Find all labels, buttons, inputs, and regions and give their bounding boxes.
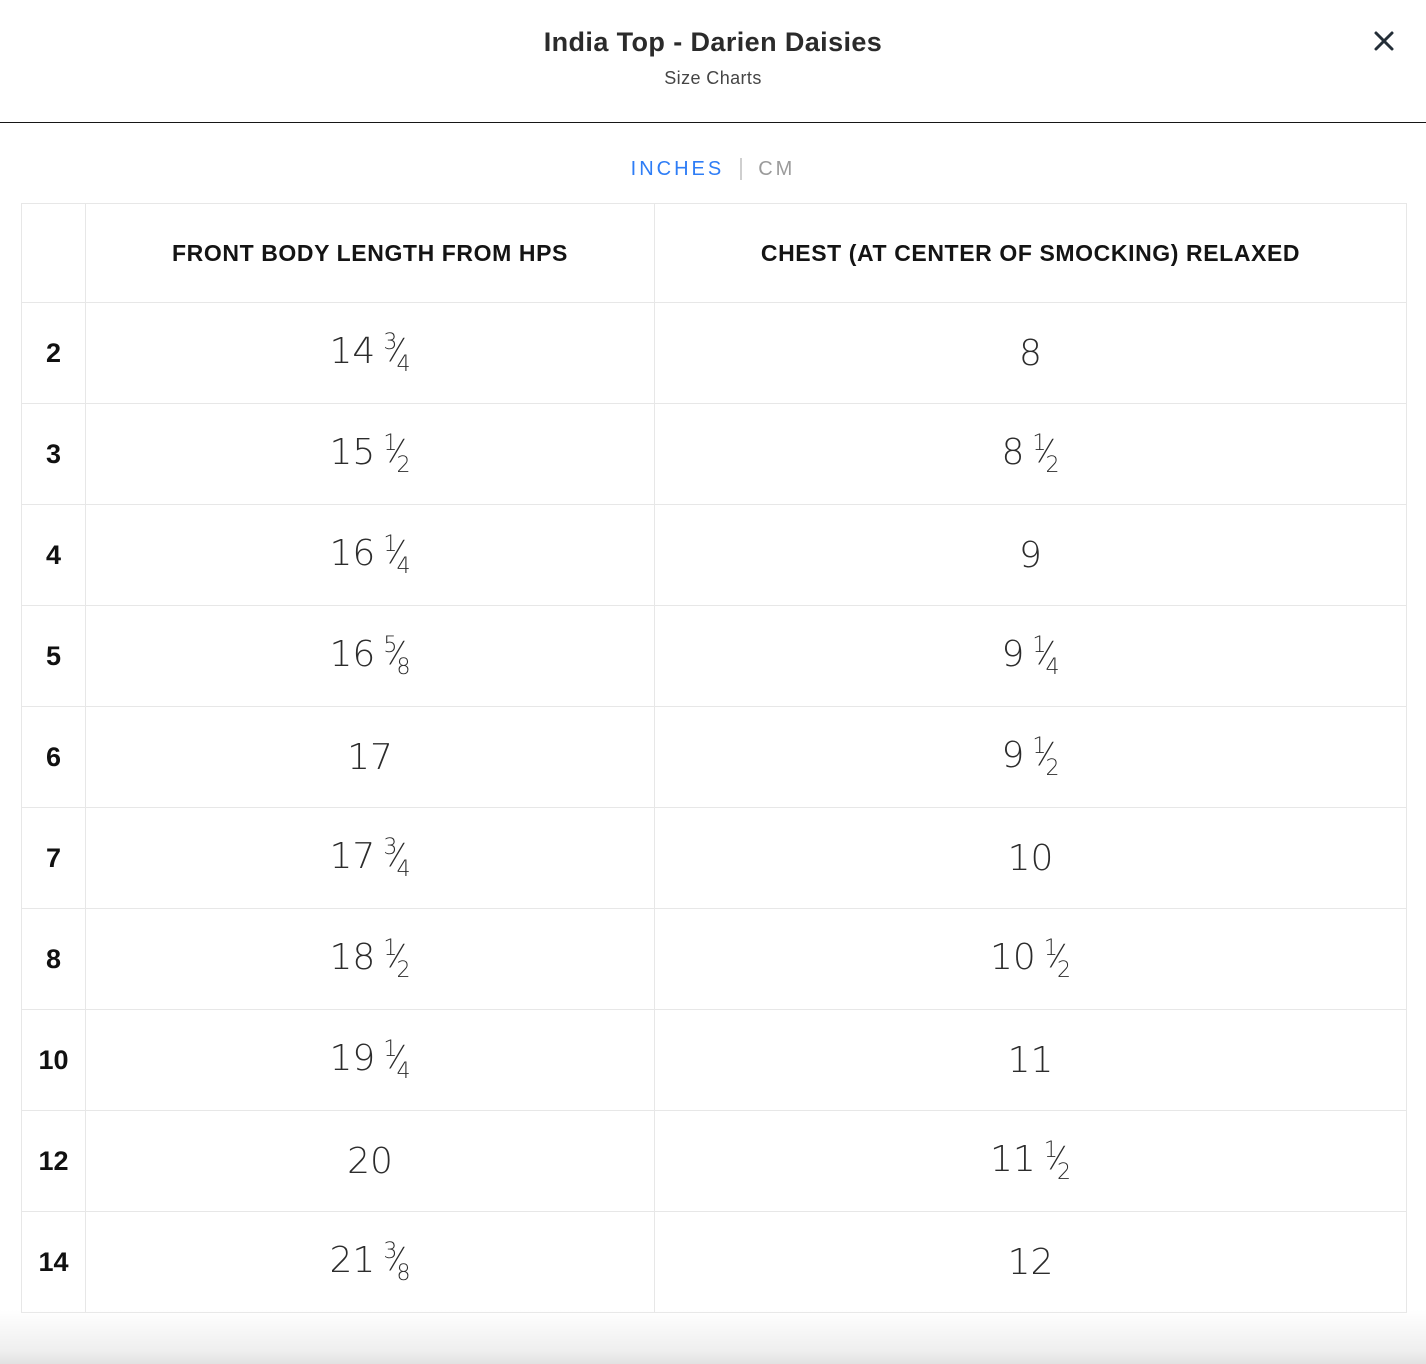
fraction: 1⁄2	[1032, 733, 1060, 781]
front-length-cell: 16 5⁄8	[85, 605, 655, 707]
size-cell: 12	[21, 1110, 86, 1212]
chest-cell: 8	[654, 302, 1407, 404]
fraction: 1⁄4	[1032, 632, 1060, 680]
size-cell: 8	[21, 908, 86, 1010]
front-length-cell: 14 3⁄4	[85, 302, 655, 404]
table-row: 12 20 11 1⁄2	[21, 1110, 1407, 1212]
bottom-fade	[0, 1310, 1426, 1364]
fraction: 3⁄4	[383, 834, 411, 882]
front-length-cell: 17	[85, 706, 655, 808]
front-length-cell: 16 1⁄4	[85, 504, 655, 606]
chest-cell: 10 1⁄2	[654, 908, 1407, 1010]
size-cell: 6	[21, 706, 86, 808]
table-row: 14 21 3⁄8 12	[21, 1211, 1407, 1313]
unit-option-cm[interactable]: CM	[758, 157, 796, 180]
fraction: 1⁄4	[383, 1036, 411, 1084]
table-row: 10 19 1⁄4 11	[21, 1009, 1407, 1111]
size-cell: 7	[21, 807, 86, 909]
size-table-body: 2 14 3⁄4 8 3 15 1⁄2 8 1⁄2 4 16 1⁄4 9 5 16 5⁄8…	[21, 302, 1407, 1313]
front-length-cell: 15 1⁄2	[85, 403, 655, 505]
column-header-chest: CHEST (AT CENTER OF SMOCKING) RELAXED	[654, 203, 1407, 303]
size-chart-table: FRONT BODY LENGTH FROM HPS CHEST (AT CEN…	[21, 203, 1407, 1313]
size-cell: 10	[21, 1009, 86, 1111]
chest-cell: 11	[654, 1009, 1407, 1111]
chest-cell: 8 1⁄2	[654, 403, 1407, 505]
close-button[interactable]	[1366, 24, 1402, 60]
chest-cell: 9 1⁄4	[654, 605, 1407, 707]
table-row: 7 17 3⁄4 10	[21, 807, 1407, 909]
fraction: 5⁄8	[383, 632, 411, 680]
unit-option-inches[interactable]: INCHES	[630, 157, 725, 180]
front-length-cell: 18 1⁄2	[85, 908, 655, 1010]
front-length-cell: 21 3⁄8	[85, 1211, 655, 1313]
chest-cell: 10	[654, 807, 1407, 909]
fraction: 1⁄2	[1043, 1137, 1071, 1185]
modal-title: India Top - Darien Daisies	[543, 27, 883, 57]
fraction: 1⁄2	[1032, 430, 1060, 478]
size-cell: 2	[21, 302, 86, 404]
front-length-cell: 20	[85, 1110, 655, 1212]
unit-separator-divider	[740, 158, 743, 180]
table-row: 4 16 1⁄4 9	[21, 504, 1407, 606]
modal-header: India Top - Darien Daisies Size Charts	[0, 0, 1426, 123]
fraction: 1⁄2	[383, 935, 411, 983]
size-cell: 14	[21, 1211, 86, 1313]
size-chart-table-head: FRONT BODY LENGTH FROM HPS CHEST (AT CEN…	[21, 203, 1407, 303]
table-row: 3 15 1⁄2 8 1⁄2	[21, 403, 1407, 505]
size-cell: 5	[21, 605, 86, 707]
modal-subtitle: Size Charts	[664, 68, 762, 88]
chest-cell: 9	[654, 504, 1407, 606]
unit-toggle: INCHES CM	[0, 156, 1426, 182]
fraction: 3⁄8	[383, 1238, 411, 1286]
front-length-cell: 17 3⁄4	[85, 807, 655, 909]
front-length-cell: 19 1⁄4	[85, 1009, 655, 1111]
chest-cell: 9 1⁄2	[654, 706, 1407, 808]
table-row: 8 18 1⁄2 10 1⁄2	[21, 908, 1407, 1010]
size-cell: 4	[21, 504, 86, 606]
fraction: 1⁄2	[383, 430, 411, 478]
fraction: 3⁄4	[383, 329, 411, 377]
size-cell: 3	[21, 403, 86, 505]
fraction: 1⁄4	[383, 531, 411, 579]
table-row: 6 17 9 1⁄2	[21, 706, 1407, 808]
fraction: 1⁄2	[1043, 935, 1071, 983]
table-row: 5 16 5⁄8 9 1⁄4	[21, 605, 1407, 707]
column-header-front-length: FRONT BODY LENGTH FROM HPS	[85, 203, 655, 303]
close-icon	[1371, 28, 1397, 57]
chest-cell: 12	[654, 1211, 1407, 1313]
chest-cell: 11 1⁄2	[654, 1110, 1407, 1212]
header-row: FRONT BODY LENGTH FROM HPS CHEST (AT CEN…	[21, 203, 1407, 303]
column-header-size	[21, 203, 86, 303]
table-row: 2 14 3⁄4 8	[21, 302, 1407, 404]
